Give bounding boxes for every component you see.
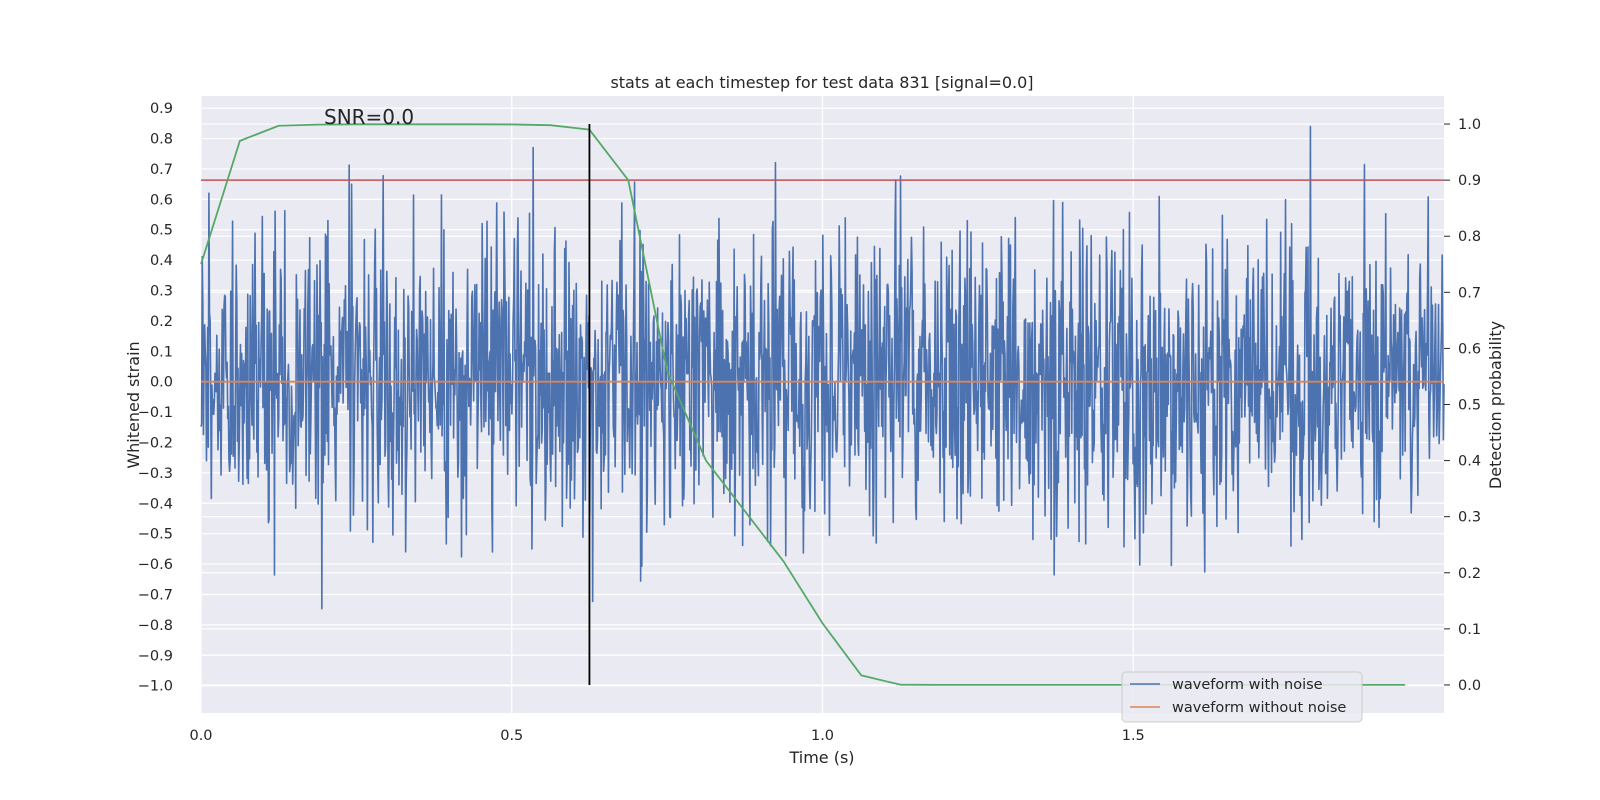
legend-label-waveform-with-noise: waveform with noise <box>1172 677 1323 693</box>
y-axis-label-right: Detection probability <box>1486 321 1505 489</box>
x-axis-label: Time (s) <box>788 748 854 767</box>
y-tick-label-right: 0.8 <box>1458 229 1481 245</box>
y-tick-label-left: −1.0 <box>138 679 173 695</box>
y-tick-label-left: 0.4 <box>150 253 173 269</box>
y-tick-label-left: −0.4 <box>138 496 173 512</box>
y-tick-label-right: 0.2 <box>1458 566 1481 582</box>
y-axis-label-left: Whitened strain <box>124 341 143 468</box>
y-tick-label-right: 1.0 <box>1458 117 1481 133</box>
y-tick-label-left: −0.8 <box>138 618 173 634</box>
y-tick-label-right: 0.6 <box>1458 341 1481 357</box>
y-tick-label-left: 0.7 <box>150 162 173 178</box>
y-tick-label-right: 0.3 <box>1458 510 1481 526</box>
y-tick-label-left: 0.3 <box>150 284 173 300</box>
y-tick-label-left: 0.1 <box>150 344 173 360</box>
x-tick-label: 0.5 <box>500 728 523 744</box>
y-tick-label-left: −0.3 <box>138 466 173 482</box>
y-tick-label-left: 0.5 <box>150 223 173 239</box>
x-tick-label: 0.0 <box>189 728 212 744</box>
y-tick-label-right: 0.5 <box>1458 398 1481 414</box>
noise-waveform-layer <box>200 125 1445 610</box>
y-tick-label-left: 0.6 <box>150 192 173 208</box>
y-tick-label-left: −0.2 <box>138 435 173 451</box>
y-tick-label-right: 0.9 <box>1458 173 1481 189</box>
x-tick-label: 1.5 <box>1122 728 1145 744</box>
y-tick-label-left: 0.2 <box>150 314 173 330</box>
legend-box <box>1121 671 1363 723</box>
axes: 0.0 0.5 1.0 1.5 0.9 0.8 0.7 0.6 0.5 0.4 0.3 0.2 0.1 0… <box>138 101 1481 744</box>
y-tick-label-left: −0.7 <box>138 587 173 603</box>
y-tick-label-left: 0.0 <box>150 375 173 391</box>
y-tick-label-right: 0.7 <box>1458 285 1481 301</box>
y-tick-label-left: −0.6 <box>138 557 173 573</box>
legend: waveform with noise waveform without noi… <box>1121 671 1363 723</box>
y-tick-label-right: 0.4 <box>1458 454 1481 470</box>
x-tick-label: 1.0 <box>811 728 834 744</box>
y-tick-label-left: −0.5 <box>138 527 173 543</box>
snr-annotation: SNR=0.0 <box>324 105 414 129</box>
series-waveform-with-noise <box>200 125 1445 610</box>
y-tick-label-left: 0.9 <box>150 101 173 117</box>
y-tick-label-left: −0.1 <box>138 405 173 421</box>
y-tick-label-left: 0.8 <box>150 132 173 148</box>
y-tick-label-right: 0.0 <box>1458 678 1481 694</box>
legend-label-waveform-without-noise: waveform without noise <box>1172 700 1346 716</box>
y-tick-label-left: −0.9 <box>138 648 173 664</box>
chart-title: stats at each timestep for test data 831… <box>610 73 1033 92</box>
y-tick-label-right: 0.1 <box>1458 622 1481 638</box>
